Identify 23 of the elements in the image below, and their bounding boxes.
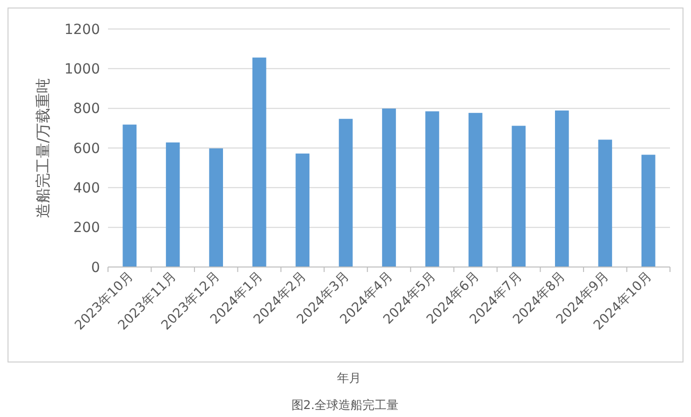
bar — [209, 148, 223, 267]
bar — [252, 58, 266, 267]
y-tick-label: 1000 — [64, 62, 100, 78]
bar — [296, 154, 310, 267]
caption: 图2.全球造船完工量 — [291, 398, 399, 412]
bar — [555, 110, 569, 267]
bar — [641, 154, 656, 267]
y-axis-title: 造船完工量/万载重吨 — [34, 78, 52, 218]
bar — [598, 140, 612, 267]
bar — [166, 142, 180, 267]
bar — [338, 118, 353, 267]
y-tick-label: 200 — [73, 220, 100, 236]
x-axis-title: 年月 — [337, 371, 361, 385]
bar — [512, 126, 526, 267]
bar — [468, 112, 482, 267]
y-tick-label: 600 — [73, 140, 100, 157]
bar — [122, 124, 137, 267]
y-tick-label: 1200 — [64, 22, 100, 38]
y-tick-label: 0 — [91, 260, 100, 276]
y-tick-label: 400 — [73, 180, 100, 197]
bar — [382, 108, 396, 267]
y-tick-label: 800 — [73, 101, 100, 118]
bar — [425, 111, 440, 267]
